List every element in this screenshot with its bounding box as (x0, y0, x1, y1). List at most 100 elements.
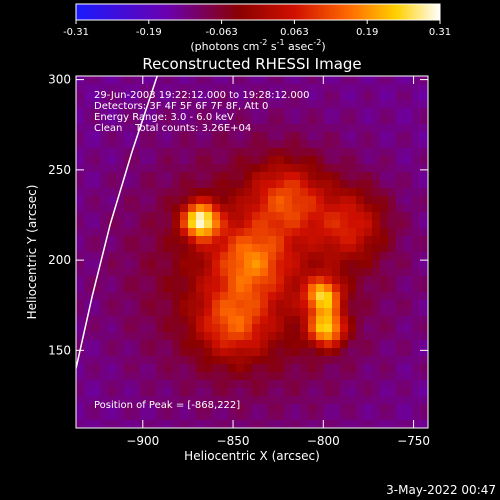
heatmap-cell (180, 76, 189, 85)
heatmap-cell (124, 212, 133, 221)
heatmap-cell (164, 116, 173, 125)
heatmap-cell (292, 236, 301, 245)
heatmap-cell (380, 252, 389, 261)
heatmap-cell (76, 92, 85, 101)
heatmap-cell (268, 300, 277, 309)
heatmap-cell (292, 180, 301, 189)
heatmap-cell (332, 380, 341, 389)
heatmap-cell (412, 372, 421, 381)
heatmap-cell (420, 348, 428, 357)
heatmap-cell (236, 236, 245, 245)
heatmap-cell (284, 148, 293, 157)
heatmap-cell (300, 212, 309, 221)
heatmap-cell (148, 284, 157, 293)
heatmap-cell (404, 300, 413, 309)
heatmap-cell (356, 180, 365, 189)
heatmap-cell (116, 196, 125, 205)
heatmap-cell (156, 292, 165, 301)
heatmap-cell (188, 148, 197, 157)
heatmap-cell (300, 124, 309, 133)
heatmap-cell (204, 84, 213, 93)
heatmap-cell (332, 404, 341, 413)
heatmap-cell (204, 124, 213, 133)
heatmap-cell (420, 196, 428, 205)
heatmap-cell (228, 412, 237, 421)
heatmap-cell (324, 404, 333, 413)
heatmap-cell (356, 228, 365, 237)
heatmap-cell (332, 348, 341, 357)
heatmap-cell (372, 308, 381, 317)
heatmap-cell (284, 340, 293, 349)
heatmap-cell (172, 292, 181, 301)
heatmap-cell (284, 164, 293, 173)
heatmap-cell (364, 348, 373, 357)
heatmap-cell (380, 140, 389, 149)
heatmap-cell (84, 388, 93, 397)
heatmap-cell (100, 180, 109, 189)
heatmap-cell (164, 156, 173, 165)
heatmap-cell (84, 252, 93, 261)
heatmap-cell (380, 124, 389, 133)
heatmap-cell (188, 404, 197, 413)
heatmap-cell (316, 332, 325, 341)
heatmap-cell (204, 340, 213, 349)
heatmap-cell (76, 316, 85, 325)
heatmap-cell (180, 116, 189, 125)
heatmap-cell (220, 140, 229, 149)
heatmap-cell (212, 300, 221, 309)
heatmap-cell (156, 124, 165, 133)
heatmap-cell (372, 252, 381, 261)
heatmap-cell (92, 204, 101, 213)
colorbar-unit-label: (photons cm-2 s-1 asec-2) (190, 38, 325, 53)
heatmap-cell (252, 92, 261, 101)
heatmap-cell (76, 372, 85, 381)
heatmap-cell (180, 292, 189, 301)
heatmap-cell (220, 220, 229, 229)
heatmap-cell (132, 364, 141, 373)
heatmap-cell (396, 308, 405, 317)
heatmap-cell (404, 260, 413, 269)
heatmap-cell (108, 356, 117, 365)
heatmap-cell (108, 84, 117, 93)
heatmap-cell (76, 76, 85, 85)
heatmap-cell (116, 140, 125, 149)
heatmap-cell (308, 372, 317, 381)
heatmap-cell (300, 116, 309, 125)
heatmap-cell (228, 92, 237, 101)
heatmap-cell (180, 100, 189, 109)
heatmap-cell (348, 412, 357, 421)
heatmap-cell (292, 332, 301, 341)
heatmap-cell (196, 260, 205, 269)
annotation-detectors: Detectors: 3F 4F 5F 6F 7F 8F, Att 0 (94, 101, 268, 112)
heatmap-cell (260, 364, 269, 373)
heatmap-cell (228, 196, 237, 205)
heatmap-cell (276, 124, 285, 133)
heatmap-cell (348, 188, 357, 197)
heatmap-cell (124, 308, 133, 317)
heatmap-cell (140, 420, 149, 428)
heatmap-cell (356, 220, 365, 229)
heatmap-cell (300, 284, 309, 293)
heatmap-cell (236, 316, 245, 325)
heatmap-cell (356, 92, 365, 101)
heatmap-cell (244, 276, 253, 285)
heatmap-cell (132, 276, 141, 285)
heatmap-cell (228, 212, 237, 221)
heatmap-cell (164, 308, 173, 317)
heatmap-cell (140, 300, 149, 309)
heatmap-cell (84, 244, 93, 253)
heatmap-cell (412, 324, 421, 333)
heatmap-cell (308, 76, 317, 85)
heatmap-cell (372, 276, 381, 285)
heatmap-cell (364, 316, 373, 325)
heatmap-cell (316, 284, 325, 293)
heatmap-cell (340, 108, 349, 117)
heatmap-cell (268, 100, 277, 109)
heatmap-cell (404, 76, 413, 85)
heatmap-cell (140, 364, 149, 373)
heatmap-cell (180, 172, 189, 181)
heatmap-cell (244, 228, 253, 237)
heatmap-cell (396, 316, 405, 325)
heatmap-cell (100, 324, 109, 333)
heatmap-cell (156, 188, 165, 197)
